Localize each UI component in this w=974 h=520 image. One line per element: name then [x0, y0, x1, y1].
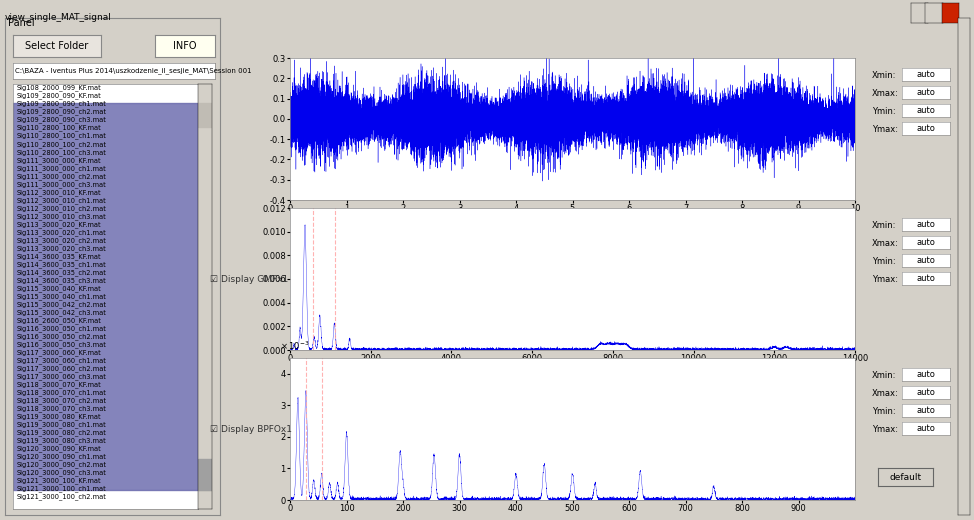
- Text: Sig111_3000_000_ch2.mat: Sig111_3000_000_ch2.mat: [17, 173, 106, 179]
- Text: Sig116_3000_050_ch1.mat: Sig116_3000_050_ch1.mat: [17, 325, 106, 332]
- Text: Ymin:: Ymin:: [872, 108, 896, 116]
- Text: auto: auto: [917, 424, 935, 433]
- Text: Sig121_3000_100_ch3.mat: Sig121_3000_100_ch3.mat: [17, 502, 106, 509]
- Text: Sig112_3000_010_ch3.mat: Sig112_3000_010_ch3.mat: [17, 213, 106, 219]
- Text: Ymax:: Ymax:: [872, 276, 898, 284]
- Text: Sig110_2800_100_ch2.mat: Sig110_2800_100_ch2.mat: [17, 141, 107, 148]
- Text: Sig118_3000_070_ch1.mat: Sig118_3000_070_ch1.mat: [17, 389, 106, 396]
- Text: Ymax:: Ymax:: [872, 425, 898, 435]
- Text: auto: auto: [917, 106, 935, 115]
- Text: ☑ Display GMFx1: ☑ Display GMFx1: [210, 275, 288, 283]
- Text: Sig111_3000_000_ch3.mat: Sig111_3000_000_ch3.mat: [17, 181, 106, 188]
- Text: Sig112_3000_010_KF.mat: Sig112_3000_010_KF.mat: [17, 189, 101, 196]
- Bar: [198, 466, 212, 490]
- Text: Xmin:: Xmin:: [872, 222, 896, 230]
- Bar: [198, 459, 212, 490]
- Text: auto: auto: [917, 220, 935, 229]
- Text: Sig113_3000_020_ch2.mat: Sig113_3000_020_ch2.mat: [17, 237, 106, 244]
- Text: auto: auto: [917, 274, 935, 283]
- Text: ☑ Display BPFOx1: ☑ Display BPFOx1: [210, 424, 292, 434]
- Text: Sig117_3000_060_KF.mat: Sig117_3000_060_KF.mat: [17, 349, 101, 356]
- Text: Sig112_3000_010_ch1.mat: Sig112_3000_010_ch1.mat: [17, 197, 106, 204]
- Text: Xmax:: Xmax:: [872, 389, 899, 398]
- Text: Sig119_3000_080_ch2.mat: Sig119_3000_080_ch2.mat: [17, 430, 106, 436]
- Text: Sig115_3000_040_ch1.mat: Sig115_3000_040_ch1.mat: [17, 293, 106, 300]
- Text: auto: auto: [917, 388, 935, 397]
- Text: Ymin:: Ymin:: [872, 257, 896, 266]
- Text: default: default: [889, 473, 921, 482]
- Text: Sig109_2800_090_KF.mat: Sig109_2800_090_KF.mat: [17, 93, 101, 99]
- Text: Sig116_3000_050_ch3.mat: Sig116_3000_050_ch3.mat: [17, 341, 106, 348]
- Text: Sig118_3000_070_KF.mat: Sig118_3000_070_KF.mat: [17, 381, 101, 388]
- Text: Sig110_2800_100_KF.mat: Sig110_2800_100_KF.mat: [17, 125, 101, 132]
- Text: Xmax:: Xmax:: [872, 89, 899, 98]
- Text: Sig118_3000_070_ch3.mat: Sig118_3000_070_ch3.mat: [17, 406, 106, 412]
- Text: Sig115_3000_042_ch3.mat: Sig115_3000_042_ch3.mat: [17, 309, 106, 316]
- Text: Xmax:: Xmax:: [872, 240, 899, 249]
- Text: Ymax:: Ymax:: [872, 125, 898, 135]
- Text: Sig113_3000_020_ch3.mat: Sig113_3000_020_ch3.mat: [17, 245, 106, 252]
- Text: Sig120_3000_090_ch1.mat: Sig120_3000_090_ch1.mat: [17, 453, 106, 460]
- Text: Ymin:: Ymin:: [872, 408, 896, 417]
- Text: Select Folder: Select Folder: [25, 41, 89, 51]
- Text: Sig114_3600_035_ch1.mat: Sig114_3600_035_ch1.mat: [17, 261, 106, 268]
- Text: Sig119_3000_080_ch1.mat: Sig119_3000_080_ch1.mat: [17, 421, 106, 428]
- Text: auto: auto: [917, 370, 935, 379]
- Text: Sig111_3000_000_ch1.mat: Sig111_3000_000_ch1.mat: [17, 165, 106, 172]
- Text: auto: auto: [917, 238, 935, 247]
- Text: Panel: Panel: [8, 18, 35, 28]
- Text: Sig111_3000_000_KF.mat: Sig111_3000_000_KF.mat: [17, 157, 101, 164]
- Text: Sig113_3000_020_ch1.mat: Sig113_3000_020_ch1.mat: [17, 229, 106, 236]
- Text: auto: auto: [917, 124, 935, 133]
- Text: Sig121_3000_100_ch2.mat: Sig121_3000_100_ch2.mat: [17, 493, 106, 500]
- Text: Sig114_3600_035_ch2.mat: Sig114_3600_035_ch2.mat: [17, 269, 106, 276]
- Text: Sig119_3000_080_ch3.mat: Sig119_3000_080_ch3.mat: [17, 437, 106, 444]
- Text: Sig109_2800_090_ch1.mat: Sig109_2800_090_ch1.mat: [17, 101, 106, 108]
- Text: Sig117_3000_060_ch2.mat: Sig117_3000_060_ch2.mat: [17, 365, 107, 372]
- Text: Sig110_2800_100_ch3.mat: Sig110_2800_100_ch3.mat: [17, 149, 106, 155]
- Text: Sig120_3000_090_ch3.mat: Sig120_3000_090_ch3.mat: [17, 470, 106, 476]
- Bar: [198, 103, 212, 126]
- Text: auto: auto: [917, 70, 935, 79]
- Text: Xmin:: Xmin:: [872, 371, 896, 381]
- Text: Sig109_2800_090_ch2.mat: Sig109_2800_090_ch2.mat: [17, 109, 107, 115]
- Text: Sig120_3000_090_KF.mat: Sig120_3000_090_KF.mat: [17, 446, 101, 452]
- Text: Sig120_3000_090_ch2.mat: Sig120_3000_090_ch2.mat: [17, 462, 107, 469]
- Text: Sig114_3600_035_KF.mat: Sig114_3600_035_KF.mat: [17, 253, 101, 260]
- Text: Xmin:: Xmin:: [872, 71, 896, 81]
- Text: Sig110_2800_100_ch1.mat: Sig110_2800_100_ch1.mat: [17, 133, 106, 139]
- Text: Sig113_3000_020_KF.mat: Sig113_3000_020_KF.mat: [17, 221, 101, 228]
- Text: view_single_MAT_signal: view_single_MAT_signal: [5, 13, 112, 22]
- Text: auto: auto: [917, 406, 935, 415]
- Text: Sig112_3000_010_ch2.mat: Sig112_3000_010_ch2.mat: [17, 205, 106, 212]
- Text: auto: auto: [917, 88, 935, 97]
- Text: Sig109_2800_090_ch3.mat: Sig109_2800_090_ch3.mat: [17, 116, 106, 123]
- Text: auto: auto: [917, 256, 935, 265]
- Text: INFO: INFO: [173, 41, 197, 51]
- Text: C:\BAZA - Iventus Plus 2014\uszkodzenie_il_sesjie_MAT\Session 001: C:\BAZA - Iventus Plus 2014\uszkodzenie_…: [15, 68, 251, 74]
- Text: Sig114_3600_035_ch3.mat: Sig114_3600_035_ch3.mat: [17, 277, 106, 284]
- Text: Sig119_3000_080_KF.mat: Sig119_3000_080_KF.mat: [17, 413, 101, 420]
- Text: Sig108_2000_099_KF.mat: Sig108_2000_099_KF.mat: [17, 85, 101, 92]
- Text: Sig115_3000_042_ch2.mat: Sig115_3000_042_ch2.mat: [17, 301, 107, 308]
- Text: Sig121_3000_100_KF.mat: Sig121_3000_100_KF.mat: [17, 477, 101, 484]
- Text: Sig117_3000_060_ch1.mat: Sig117_3000_060_ch1.mat: [17, 357, 106, 364]
- Text: Sig115_3000_040_KF.mat: Sig115_3000_040_KF.mat: [17, 285, 101, 292]
- Text: Sig116_2600_050_KF.mat: Sig116_2600_050_KF.mat: [17, 317, 101, 324]
- Text: Sig116_3000_050_ch2.mat: Sig116_3000_050_ch2.mat: [17, 333, 107, 340]
- Text: $\times\,10^{-3}$: $\times\,10^{-3}$: [280, 340, 309, 353]
- Text: Sig121_3000_100_ch1.mat: Sig121_3000_100_ch1.mat: [17, 486, 106, 492]
- Text: Sig118_3000_070_ch2.mat: Sig118_3000_070_ch2.mat: [17, 397, 107, 404]
- Text: Sig117_3000_060_ch3.mat: Sig117_3000_060_ch3.mat: [17, 373, 106, 380]
